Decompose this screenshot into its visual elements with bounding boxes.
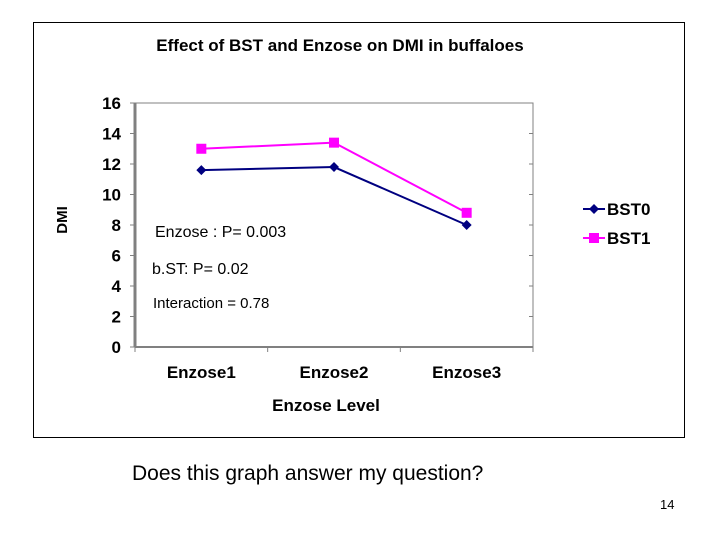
legend-marker-bst0 (589, 204, 599, 214)
chart-frame: Effect of BST and Enzose on DMI in buffa… (33, 22, 685, 438)
data-point-bst1 (461, 207, 472, 218)
legend-label: BST0 (607, 200, 650, 219)
x-tick-label: Enzose2 (300, 363, 369, 382)
y-tick-label: 6 (112, 247, 121, 266)
data-point-bst0 (461, 220, 472, 230)
page-number: 14 (660, 497, 675, 512)
y-tick-label: 14 (102, 125, 121, 144)
y-axis-title: DMI (54, 206, 71, 234)
y-tick-label: 2 (112, 308, 121, 327)
data-point-bst1 (196, 143, 207, 154)
y-tick-label: 4 (112, 277, 122, 296)
annotation-2: b.ST: P= 0.02 (152, 261, 249, 278)
y-tick-label: 16 (102, 94, 121, 113)
legend-label: BST1 (607, 229, 650, 248)
series-line-bst0 (201, 166, 468, 226)
annotation-1: Enzose : P= 0.003 (155, 224, 286, 241)
slide-question: Does this graph answer my question? (132, 462, 484, 485)
series-line-bst1 (201, 141, 468, 214)
x-tick-label: Enzose3 (432, 363, 501, 382)
data-point-bst1 (329, 137, 339, 148)
data-point-bst0 (196, 165, 207, 176)
data-point-bst0 (329, 162, 339, 173)
chart: Effect of BST and Enzose on DMI in buffa… (54, 36, 650, 415)
x-tick-label: Enzose1 (167, 363, 236, 382)
legend-marker-bst1 (589, 233, 599, 243)
y-tick-label: 8 (112, 216, 121, 235)
y-tick-label: 12 (102, 155, 121, 174)
x-axis-title: Enzose Level (272, 396, 380, 415)
y-tick-label: 10 (102, 186, 121, 205)
y-tick-label: 0 (112, 338, 121, 357)
annotation-3: Interaction = 0.78 (153, 295, 269, 312)
chart-title: Effect of BST and Enzose on DMI in buffa… (156, 36, 523, 55)
